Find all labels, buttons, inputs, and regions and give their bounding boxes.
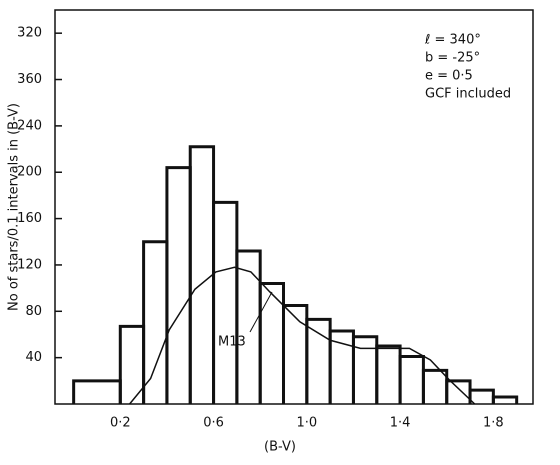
- m13-label: M13: [218, 335, 246, 350]
- m13-leader: [249, 291, 273, 333]
- y-tick-label: 80: [25, 304, 42, 319]
- y-axis-label: No of stars/0.1 intervals in (B-V): [7, 103, 22, 311]
- plot-frame: [54, 9, 534, 405]
- x-tick-label: 1·8: [483, 416, 504, 431]
- annotation: b = -25°: [425, 51, 480, 66]
- histogram-bar: [72, 379, 122, 404]
- histogram-bar: [188, 145, 216, 404]
- x-tick-label: 0·2: [110, 416, 131, 431]
- y-tick-label: 120: [17, 257, 42, 272]
- histogram-bar: [398, 354, 425, 404]
- histogram-bar: [165, 166, 192, 404]
- histogram-bar: [212, 200, 239, 404]
- y-tick-label: 40: [25, 350, 42, 365]
- histogram-bar: [491, 395, 519, 404]
- x-tick-label: 1·0: [296, 416, 317, 431]
- histogram-bar: [282, 304, 309, 404]
- annotation: GCF included: [425, 87, 511, 102]
- y-tick-label: 160: [17, 211, 42, 226]
- m13-curve: [129, 266, 476, 405]
- histogram-bar: [421, 368, 449, 404]
- y-tick-label: 240: [17, 118, 42, 133]
- histogram-bar: [445, 379, 472, 404]
- x-tick-label: 0·6: [203, 416, 224, 431]
- x-axis-label: (B-V): [264, 440, 296, 455]
- histogram-bar: [235, 249, 262, 404]
- histogram-bar: [142, 240, 169, 404]
- y-tick-label: 320: [17, 26, 42, 41]
- y-tick-label: 360: [17, 72, 42, 87]
- histogram-bar: [305, 317, 332, 404]
- histogram-bar: [375, 344, 402, 404]
- y-tick-label: 200: [17, 165, 42, 180]
- x-tick-label: 1·4: [390, 416, 411, 431]
- annotation: ℓ = 340°: [424, 33, 481, 48]
- annotation: e = 0·5: [425, 69, 473, 84]
